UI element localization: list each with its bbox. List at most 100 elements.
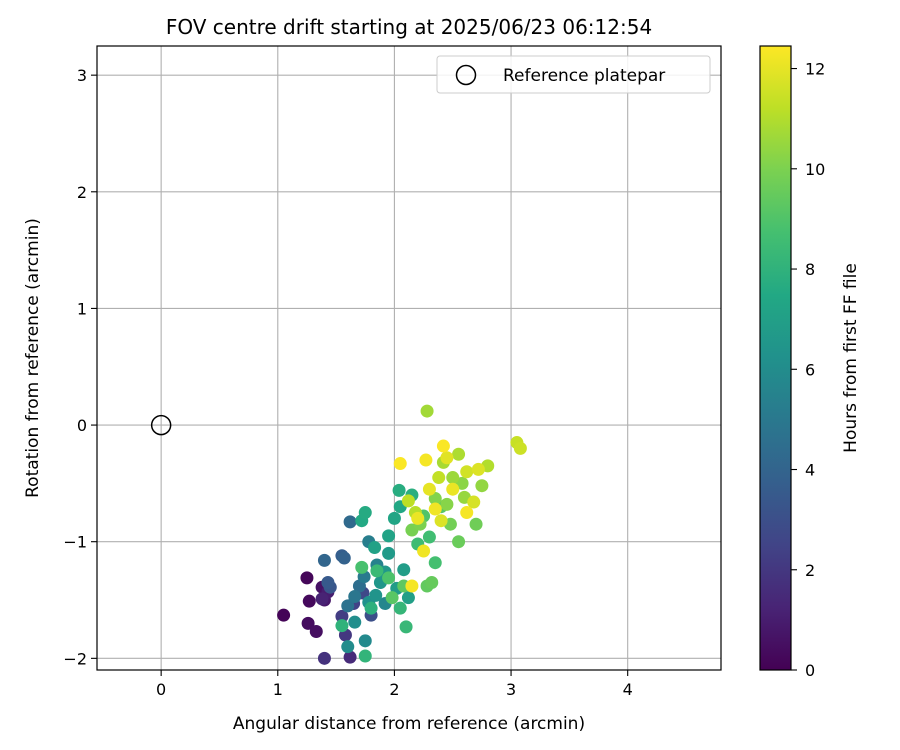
data-point bbox=[301, 616, 315, 630]
data-point bbox=[428, 492, 442, 506]
data-point bbox=[405, 579, 419, 593]
data-point bbox=[397, 563, 411, 577]
data-point bbox=[392, 483, 406, 497]
data-point bbox=[513, 441, 527, 455]
data-point bbox=[382, 529, 396, 543]
y-axis-label: Rotation from reference (arcmin) bbox=[23, 218, 43, 498]
x-tick-label: 4 bbox=[623, 680, 633, 699]
data-point bbox=[440, 497, 454, 511]
y-tick-label: 0 bbox=[77, 416, 87, 435]
data-point bbox=[358, 506, 372, 520]
data-point bbox=[411, 511, 425, 525]
data-point bbox=[277, 608, 291, 622]
y-tick-label: 1 bbox=[77, 299, 87, 318]
data-point bbox=[348, 615, 362, 629]
data-point bbox=[335, 619, 349, 633]
colorbar-tick-label: 8 bbox=[805, 260, 815, 279]
data-point bbox=[475, 479, 489, 493]
data-point bbox=[382, 546, 396, 560]
data-point bbox=[471, 462, 485, 476]
data-point bbox=[343, 515, 357, 529]
data-point bbox=[355, 560, 369, 574]
data-point bbox=[422, 482, 436, 496]
x-tick-label: 3 bbox=[506, 680, 516, 699]
y-tick-label: −1 bbox=[63, 533, 87, 552]
colorbar-gradient bbox=[759, 45, 792, 671]
colorbar-ticks: 0 2 4 6 8 10 12 bbox=[791, 60, 825, 680]
data-point bbox=[370, 564, 384, 578]
data-point bbox=[428, 502, 442, 516]
legend-box bbox=[436, 55, 711, 94]
colorbar-tick-label: 10 bbox=[805, 160, 825, 179]
y-tick-label: −2 bbox=[63, 649, 87, 668]
data-point bbox=[369, 588, 383, 602]
data-point bbox=[337, 551, 351, 565]
reference-platepar-marker bbox=[150, 414, 172, 436]
data-point bbox=[399, 620, 413, 634]
data-point bbox=[432, 471, 446, 485]
data-point bbox=[452, 535, 466, 549]
data-point bbox=[300, 571, 314, 585]
data-point bbox=[452, 447, 466, 461]
legend-label: Reference platepar bbox=[503, 66, 665, 86]
x-axis-label: Angular distance from reference (arcmin) bbox=[233, 714, 585, 734]
data-point bbox=[309, 625, 323, 639]
data-point bbox=[385, 591, 399, 605]
data-point bbox=[335, 609, 349, 623]
x-tick-label: 1 bbox=[273, 680, 283, 699]
data-point bbox=[382, 571, 396, 585]
data-point bbox=[317, 651, 331, 665]
data-point bbox=[341, 640, 355, 654]
plot-frame bbox=[96, 45, 722, 671]
legend: Reference platepar bbox=[436, 55, 711, 94]
data-point bbox=[422, 530, 436, 544]
colorbar-tick-label: 0 bbox=[805, 661, 815, 680]
data-point bbox=[455, 476, 469, 490]
data-point bbox=[420, 404, 434, 418]
data-point bbox=[446, 482, 460, 496]
data-point bbox=[460, 506, 474, 520]
data-point bbox=[425, 576, 439, 590]
data-point bbox=[434, 514, 448, 528]
data-point bbox=[302, 594, 316, 608]
chart-title: FOV centre drift starting at 2025/06/23 … bbox=[166, 15, 652, 39]
data-point bbox=[343, 650, 357, 664]
data-point bbox=[419, 453, 433, 467]
colorbar-tick-label: 4 bbox=[805, 461, 815, 480]
data-point bbox=[467, 495, 481, 509]
colorbar: 0 2 4 6 8 10 12 Hours from first FF file bbox=[759, 45, 861, 680]
data-point bbox=[460, 465, 474, 479]
data-point bbox=[317, 553, 331, 567]
data-point bbox=[368, 541, 382, 555]
y-tick-label: 2 bbox=[77, 183, 87, 202]
legend-marker-icon bbox=[455, 64, 477, 86]
x-tick-label: 2 bbox=[389, 680, 399, 699]
data-points bbox=[277, 404, 527, 665]
y-axis-ticks: −2 −1 0 1 2 3 bbox=[63, 66, 97, 668]
data-point bbox=[393, 601, 407, 615]
data-point bbox=[469, 517, 483, 531]
data-point bbox=[417, 544, 431, 558]
y-tick-label: 3 bbox=[77, 66, 87, 85]
data-point bbox=[348, 590, 362, 604]
data-point bbox=[401, 591, 415, 605]
data-point bbox=[393, 457, 407, 471]
data-point bbox=[436, 439, 450, 453]
x-axis-ticks: 0 1 2 3 4 bbox=[156, 670, 633, 699]
data-point bbox=[358, 649, 372, 663]
colorbar-tick-label: 2 bbox=[805, 561, 815, 580]
colorbar-label: Hours from first FF file bbox=[841, 263, 861, 453]
data-point bbox=[401, 494, 415, 508]
x-tick-label: 0 bbox=[156, 680, 166, 699]
data-point bbox=[387, 511, 401, 525]
data-point bbox=[321, 576, 335, 590]
grid-lines bbox=[97, 46, 721, 670]
colorbar-tick-label: 6 bbox=[805, 360, 815, 379]
colorbar-tick-label: 12 bbox=[805, 60, 825, 79]
data-point bbox=[428, 556, 442, 570]
data-point bbox=[358, 634, 372, 648]
data-point bbox=[315, 592, 329, 606]
data-point bbox=[364, 601, 378, 615]
data-point bbox=[446, 471, 460, 485]
